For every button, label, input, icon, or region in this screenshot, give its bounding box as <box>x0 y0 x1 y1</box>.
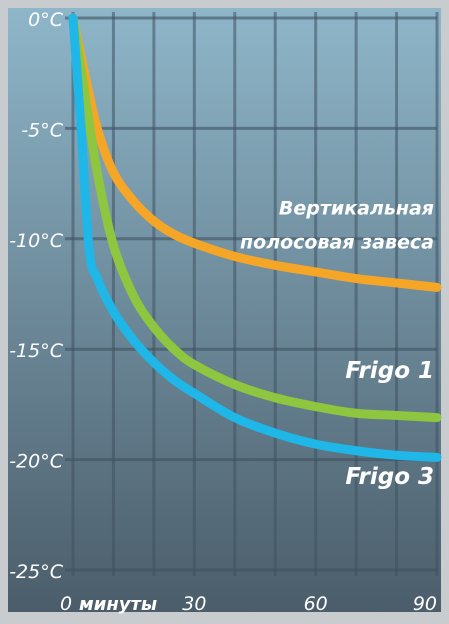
x-tick-label: 0 <box>60 593 72 615</box>
series-label-1: Вертикальная <box>279 198 434 220</box>
series-lines <box>68 13 442 462</box>
x-tick-label: 30 <box>182 593 206 615</box>
labels: 0°C -5°C -10°C -15°C -20°C -25°C 0 30 60 90 минуты… <box>9 9 437 615</box>
y-tick-label: -25°C <box>9 561 64 583</box>
series-line-3 <box>68 13 442 462</box>
x-axis-label: минуты <box>79 594 157 615</box>
series-label-1: полосовая завеса <box>240 232 434 254</box>
x-tick-label: 60 <box>304 593 328 615</box>
grid <box>65 12 439 576</box>
series-label-3: Frigo 3 <box>345 464 434 490</box>
y-tick-label: -10°C <box>9 230 64 252</box>
series-label-2: Frigo 1 <box>345 358 434 384</box>
y-tick-label: -20°C <box>9 451 64 473</box>
y-tick-label: -5°C <box>21 119 63 141</box>
series-line-1 <box>68 13 442 292</box>
y-tick-label: -15°C <box>9 340 64 362</box>
series-line-2 <box>68 13 442 423</box>
y-tick-label: 0°C <box>28 9 64 31</box>
x-tick-label: 90 <box>413 593 437 615</box>
